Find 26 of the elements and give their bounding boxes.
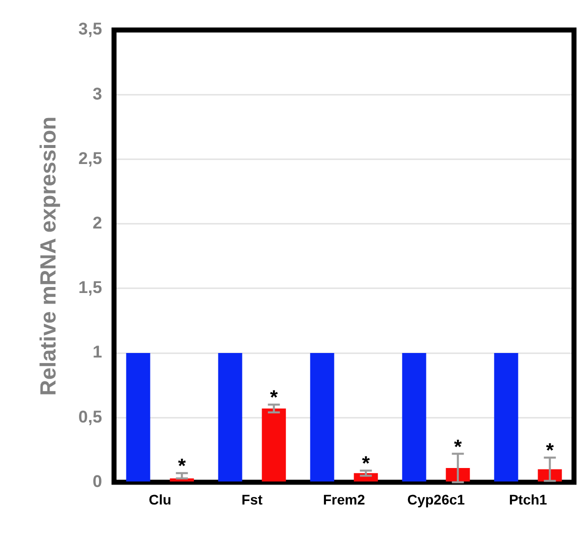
x-tick-label: Fst (242, 491, 263, 508)
annotation: * (546, 440, 554, 462)
y-tick-label: 3,5 (78, 20, 102, 39)
bar (262, 408, 286, 482)
bar (310, 353, 334, 482)
annotation: * (178, 456, 186, 478)
y-tick-label: 0 (92, 472, 102, 491)
bar (446, 468, 470, 482)
x-tick-label: Frem2 (323, 491, 366, 508)
x-tick-label: Ptch1 (508, 491, 548, 508)
bar (494, 353, 518, 482)
y-tick-label: 1,5 (78, 278, 102, 298)
y-tick-label: 3 (92, 84, 102, 104)
y-tick-label: 2,5 (78, 148, 102, 168)
x-tick-label: Clu (148, 491, 172, 508)
y-tick-label: 0,5 (78, 407, 102, 426)
bar (402, 353, 426, 482)
y-tick-label: 2 (92, 213, 102, 232)
bar (218, 353, 242, 482)
annotation: * (454, 436, 462, 458)
annotation: * (270, 387, 278, 410)
y-axis-title: Relative mRNA expression (35, 116, 60, 396)
bar (126, 353, 150, 482)
y-tick-label: 1 (92, 342, 102, 362)
x-tick-label: Cyp26c1 (407, 491, 466, 508)
annotation: * (362, 453, 370, 476)
